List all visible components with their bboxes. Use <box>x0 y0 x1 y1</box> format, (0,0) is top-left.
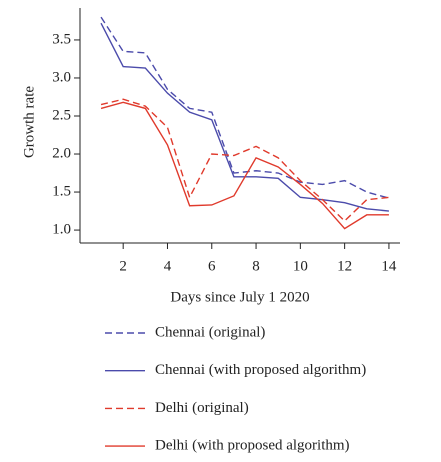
x-tick-label: 6 <box>208 258 216 274</box>
y-tick-label: 2.0 <box>52 145 71 161</box>
series-line <box>100 16 390 199</box>
series-line <box>100 22 389 212</box>
x-axis-title: Days since July 1 2020 <box>170 289 309 305</box>
series-line <box>100 101 389 230</box>
y-axis-title: Growth rate <box>21 86 37 158</box>
legend-label: Chennai (with proposed algorithm) <box>155 362 366 378</box>
y-tick-label: 2.5 <box>52 107 71 123</box>
y-tick-label: 1.5 <box>52 183 71 199</box>
y-tick-label: 3.0 <box>52 69 71 85</box>
y-tick-label: 1.0 <box>52 222 71 238</box>
x-tick-label: 2 <box>119 258 127 274</box>
x-tick-label: 14 <box>381 258 397 274</box>
legend-label: Chennai (original) <box>155 324 265 340</box>
legend-label: Delhi (original) <box>155 400 249 416</box>
y-tick-label: 3.5 <box>52 31 71 47</box>
x-tick-label: 10 <box>293 258 308 274</box>
x-tick-label: 12 <box>337 258 352 274</box>
series-line <box>100 98 389 222</box>
x-tick-label: 4 <box>164 258 172 274</box>
legend-label: Delhi (with proposed algorithm) <box>155 438 350 454</box>
x-tick-label: 8 <box>252 258 260 274</box>
